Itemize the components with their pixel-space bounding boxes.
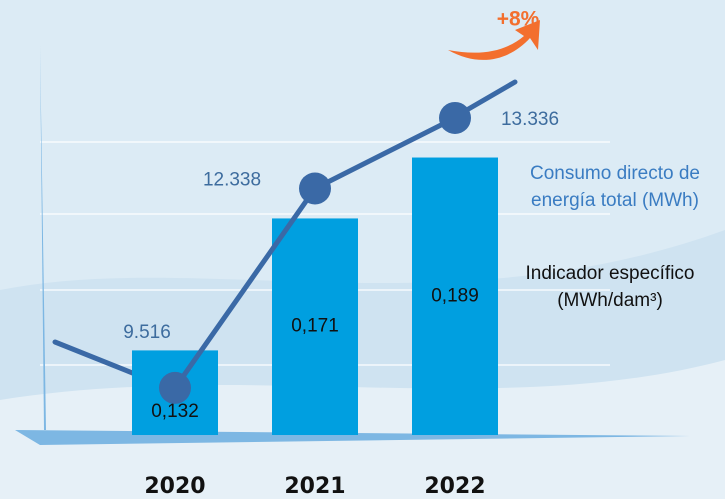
line-value-label: 9.516 [123, 322, 171, 343]
line-point [159, 371, 191, 404]
x-tick-label: 2020 [144, 474, 205, 499]
line-value-label: 12.338 [203, 170, 261, 191]
legend-line: Consumo directo de energía total (MWh) [529, 163, 701, 211]
bar-value-label: 0,189 [431, 285, 479, 306]
y-axis [40, 45, 46, 430]
annotation: +8% [497, 8, 540, 31]
bar [412, 157, 498, 435]
line-point [439, 101, 471, 134]
bar-value-label: 0,171 [291, 316, 339, 337]
bar-value-label: 0,132 [151, 401, 199, 422]
line-point [299, 172, 331, 205]
x-tick-label: 2022 [424, 474, 485, 499]
x-tick-label: 2021 [284, 474, 345, 499]
line-value-label: 13.336 [501, 109, 559, 130]
growth-arrow [448, 20, 540, 60]
legend-bar: Indicador específico (MWh/dam³) [525, 263, 695, 311]
bar [272, 218, 358, 435]
